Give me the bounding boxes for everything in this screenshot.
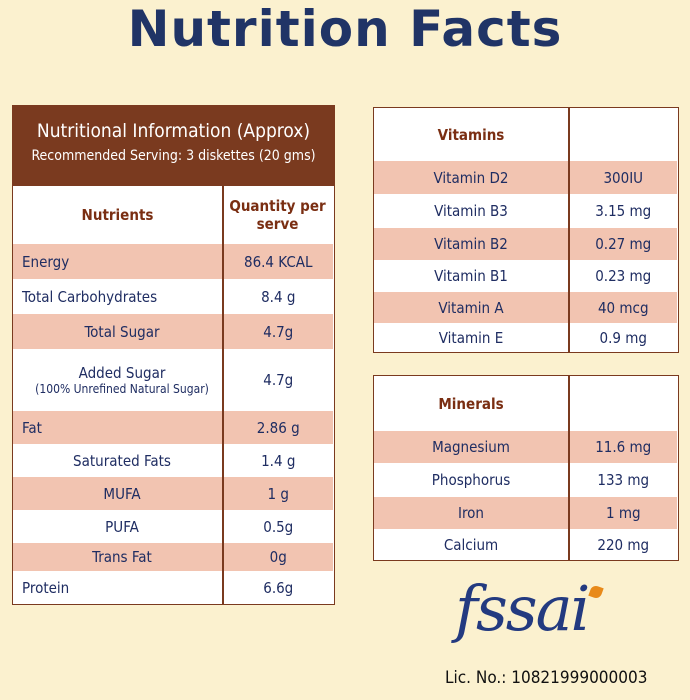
- nutrient-cell: MUFA: [13, 477, 222, 510]
- column-divider: [568, 376, 570, 560]
- nutrient-note: (100% Unrefined Natural Sugar): [35, 382, 209, 396]
- item-name: Calcium: [443, 536, 499, 554]
- nutrient-cell: Protein: [13, 571, 222, 604]
- quantity: 0.5g: [263, 517, 294, 536]
- column-divider: [568, 108, 570, 352]
- nutrient-name: Saturated Fats: [73, 451, 171, 470]
- table-header: Nutritional Information (Approx) Recomme…: [13, 106, 334, 186]
- item-value: 0.27 mg: [569, 228, 677, 260]
- nutrient-cell: Fat: [13, 411, 222, 444]
- item-name: Vitamin D2: [374, 161, 568, 194]
- item-value: 3.15 mg: [595, 202, 652, 220]
- logo-leaf: [588, 584, 604, 600]
- nutrient-name: Fat: [22, 418, 42, 437]
- item-value: 133 mg: [597, 471, 650, 489]
- table-title: Vitamins: [437, 125, 505, 144]
- nutrient-name: Total Sugar: [84, 322, 160, 341]
- nutrient-name: Energy: [22, 252, 70, 271]
- item-value: 220 mg: [597, 536, 650, 554]
- item-name: Vitamin A: [374, 292, 568, 323]
- nutrient-cell: Total Carbohydrates: [13, 279, 222, 314]
- item-value: 40 mcg: [569, 292, 677, 323]
- nutrient-cell: Trans Fat: [13, 543, 222, 571]
- nutrient-cell: Energy: [13, 244, 222, 279]
- quantity: 2.86 g: [223, 411, 333, 444]
- serving: Recommended Serving: 3 diskettes (20 gms…: [31, 148, 316, 164]
- item-name: Vitamin B3: [434, 202, 508, 220]
- logo: fssai: [455, 572, 590, 645]
- nutrition-table: Nutritional Information (Approx) Recomme…: [12, 105, 335, 605]
- quantity: 86.4 KCAL: [223, 244, 333, 279]
- column-header: Nutrients: [81, 206, 154, 224]
- quantity: 0g: [223, 543, 333, 571]
- item-name: Vitamin B2: [374, 228, 568, 260]
- minerals-table: Minerals Magnesium 11.6 mg Phosphorus 133 mg…: [373, 375, 679, 561]
- quantity: 4.7g: [263, 371, 294, 389]
- item-name: Vitamin E: [438, 329, 504, 347]
- item-name: Phosphorus: [431, 471, 511, 489]
- nutrient-cell: Added Sugar (100% Unrefined Natural Sugar…: [13, 349, 222, 411]
- item-value: 0.23 mg: [595, 267, 652, 285]
- license: Lic. No.: 10821999000003: [445, 668, 648, 688]
- nutrient-cell: Saturated Fats: [13, 444, 222, 477]
- quantity: 1 g: [223, 477, 333, 510]
- vitamins-table: Vitamins Vitamin D2 300IU Vitamin B3 3.15 mg…: [373, 107, 679, 353]
- nutrient-name: Protein: [22, 578, 70, 597]
- quantity: 8.4 g: [261, 287, 296, 306]
- table-title: Minerals: [438, 394, 504, 413]
- title: Nutrition Facts: [127, 0, 563, 58]
- item-name: Magnesium: [374, 431, 568, 463]
- item-value: 11.6 mg: [569, 431, 677, 463]
- nutrient-name: PUFA: [105, 517, 139, 536]
- nutrient-cell: PUFA: [13, 510, 222, 543]
- item-value: 1 mg: [569, 497, 677, 529]
- nutrient-name: Trans Fat: [92, 548, 152, 566]
- nutrient-cell: Total Sugar: [13, 314, 222, 349]
- nutrient-name: Total Carbohydrates: [22, 287, 158, 306]
- column-header: Quantity per serve: [229, 197, 326, 233]
- nutrient-name: Added Sugar: [78, 364, 166, 382]
- quantity: 4.7g: [223, 314, 333, 349]
- quantity: 1.4 g: [261, 451, 296, 470]
- item-value: 300IU: [569, 161, 677, 194]
- table-title: Nutritional Information (Approx): [36, 120, 311, 142]
- item-name: Iron: [374, 497, 568, 529]
- item-name: Vitamin B1: [434, 267, 508, 285]
- quantity: 6.6g: [263, 578, 294, 597]
- column-divider: [222, 186, 224, 604]
- nutrient-name: MUFA: [103, 484, 141, 503]
- item-value: 0.9 mg: [599, 329, 647, 347]
